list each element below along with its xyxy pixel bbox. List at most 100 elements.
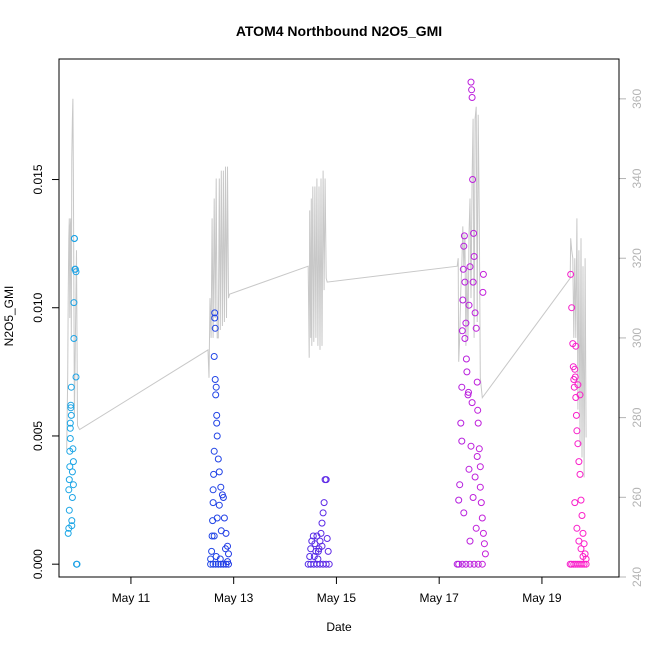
- data-point: [65, 476, 73, 484]
- data-point: [64, 529, 72, 537]
- data-point: [460, 242, 468, 250]
- data-point: [216, 555, 224, 563]
- data-point: [578, 512, 586, 519]
- data-point: [458, 383, 466, 391]
- data-point: [220, 514, 228, 522]
- data-point: [471, 309, 479, 317]
- data-point: [215, 468, 223, 476]
- data-point: [210, 532, 218, 540]
- data-point: [472, 324, 480, 332]
- data-point: [314, 547, 322, 555]
- data-point: [479, 270, 487, 278]
- data-point: [68, 468, 76, 476]
- data-point: [209, 486, 217, 494]
- data-point: [211, 314, 219, 322]
- y2-tick-label: 360: [630, 89, 644, 109]
- data-point: [225, 550, 232, 558]
- data-point: [224, 558, 231, 566]
- data-point: [70, 335, 78, 342]
- y-tick-label: 0.000: [31, 549, 45, 579]
- data-point: [459, 265, 467, 273]
- data-point: [470, 229, 478, 237]
- data-point: [580, 560, 588, 568]
- data-point: [207, 560, 215, 568]
- data-point: [209, 560, 217, 568]
- data-point: [210, 353, 218, 360]
- data-point: [70, 235, 78, 242]
- data-point: [67, 383, 75, 391]
- x-tick-label: May 19: [522, 591, 562, 605]
- y2-tick-label: 340: [630, 168, 644, 188]
- data-point: [318, 542, 326, 550]
- data-point: [470, 560, 478, 568]
- y2-tick-label: 320: [630, 248, 644, 268]
- data-point: [217, 483, 225, 491]
- data-point: [479, 288, 487, 296]
- data-point: [571, 365, 579, 373]
- x-axis-title: Date: [326, 620, 352, 634]
- data-point: [458, 560, 466, 568]
- axes-layer: May 11 May 13 May 15 May 17 May 19 0.000 0.005…: [31, 89, 644, 605]
- data-point: [463, 368, 471, 376]
- data-point: [576, 391, 584, 399]
- data-point: [68, 522, 76, 530]
- data-point: [72, 268, 80, 276]
- data-point: [211, 309, 219, 317]
- data-point: [70, 299, 78, 307]
- data-point: [466, 537, 474, 545]
- y2-tick-label: 280: [630, 407, 644, 427]
- data-point: [476, 463, 484, 471]
- chart-title: ATOM4 Northbound N2O5_GMI: [236, 23, 442, 39]
- data-point: [211, 324, 219, 332]
- data-point: [465, 465, 473, 473]
- data-point: [475, 445, 483, 453]
- data-point: [480, 540, 488, 548]
- data-point: [458, 327, 466, 335]
- data-point: [478, 514, 486, 522]
- data-point: [478, 560, 486, 568]
- data-point: [468, 86, 476, 94]
- data-point: [322, 560, 330, 568]
- data-point: [574, 381, 582, 389]
- data-point: [65, 506, 73, 514]
- data-point: [460, 509, 468, 517]
- data-point: [68, 517, 76, 525]
- data-point: [575, 458, 583, 466]
- x-tick-label: May 17: [420, 591, 460, 605]
- data-point: [215, 501, 223, 509]
- y-axis-title: N2O5_GMI: [2, 286, 16, 347]
- data-point: [457, 419, 465, 427]
- data-point: [473, 453, 481, 460]
- data-point: [222, 545, 229, 553]
- data-point: [579, 553, 587, 560]
- data-point: [577, 496, 585, 504]
- data-point: [461, 335, 469, 342]
- data-point: [306, 553, 314, 560]
- data-point: [455, 560, 463, 568]
- data-point: [468, 399, 476, 407]
- data-point: [567, 270, 575, 278]
- data-point: [572, 342, 580, 350]
- data-point: [465, 388, 472, 396]
- data-point: [469, 494, 477, 501]
- data-point: [476, 483, 484, 491]
- data-point: [462, 319, 470, 327]
- data-point: [574, 440, 582, 448]
- data-point: [66, 435, 74, 442]
- data-point: [462, 355, 470, 363]
- data-point: [468, 94, 476, 101]
- data-point: [473, 378, 481, 386]
- data-point: [209, 499, 217, 507]
- x-tick-label: May 11: [112, 591, 151, 605]
- data-point: [459, 296, 467, 304]
- data-point: [466, 560, 474, 568]
- data-point: [211, 376, 219, 383]
- data-point: [69, 481, 77, 489]
- data-point: [217, 527, 225, 535]
- data-point: [455, 496, 463, 504]
- data-point: [461, 278, 469, 286]
- data-point: [72, 373, 80, 381]
- data-point: [68, 494, 76, 501]
